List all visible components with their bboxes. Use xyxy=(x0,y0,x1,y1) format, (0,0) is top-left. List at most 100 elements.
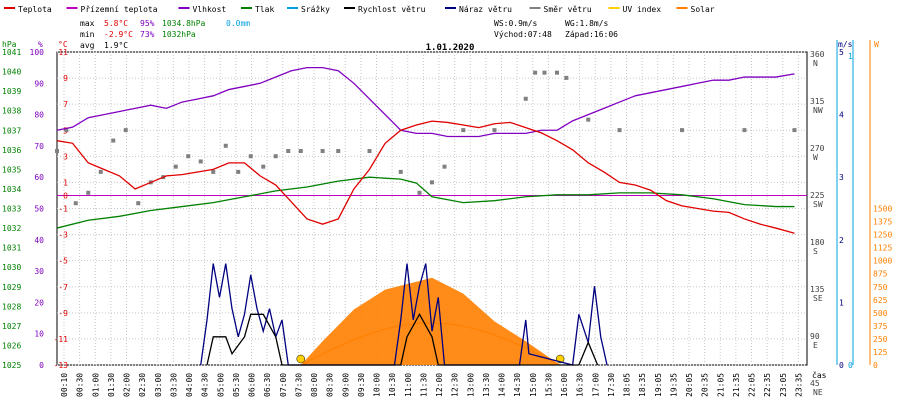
axis-title-hpa: hPa xyxy=(2,40,17,49)
temp-tick: 0 xyxy=(63,191,68,200)
x-tick-label: 08:30 xyxy=(326,373,335,397)
legend-swatch xyxy=(344,7,355,9)
wind-dir-point xyxy=(533,70,538,75)
wind-dir-point xyxy=(136,201,141,206)
x-tick-label: 11:30 xyxy=(419,373,428,397)
x-tick-label: 01:30 xyxy=(107,373,116,397)
x-tick-label: 21:05 xyxy=(716,373,725,397)
humidity-tick: 0 xyxy=(39,361,44,370)
x-tick-label: 23:05 xyxy=(779,373,788,397)
temp-tick: 7 xyxy=(63,100,68,109)
sunrise-marker xyxy=(296,354,305,364)
axis-title-degc: °C xyxy=(58,40,68,49)
dir-deg: 360 xyxy=(810,50,825,59)
humidity-tick: 20 xyxy=(34,298,44,307)
stat-avg-temp: 1.9°C xyxy=(104,41,128,50)
legend-label-0: Teplota xyxy=(18,5,52,14)
x-tick-label: 02:00 xyxy=(123,373,132,397)
stat-max-label: max xyxy=(80,19,95,28)
dir-deg: 90 xyxy=(810,332,820,341)
dir-letter: NE xyxy=(813,388,823,397)
legend-label-3: Tlak xyxy=(255,5,274,14)
stat-min-temp: -2.9°C xyxy=(104,30,133,39)
pressure-tick: 1039 xyxy=(2,87,21,96)
dir-letter: SE xyxy=(813,294,823,303)
legend-swatch xyxy=(529,7,541,9)
dir-deg: 270 xyxy=(810,144,825,153)
x-tick-label: 09:00 xyxy=(341,373,350,397)
x-tick-label: 15:30 xyxy=(544,373,553,397)
legend-label-1: Přízemní teplota xyxy=(81,5,158,14)
pressure-line xyxy=(56,176,795,229)
humidity-tick: 90 xyxy=(34,79,44,88)
temp-tick: -7 xyxy=(58,283,68,292)
temp-tick: 9 xyxy=(63,74,68,83)
ms-tick: 1 xyxy=(839,298,844,307)
solar-tick: 250 xyxy=(873,335,888,344)
pressure-tick: 1033 xyxy=(2,205,21,214)
wind-dir-point xyxy=(523,96,528,101)
solar-tick: 750 xyxy=(873,283,888,292)
wind-dir-point xyxy=(336,149,341,153)
x-tick-label: 18:05 xyxy=(623,373,632,397)
solar-tick: 500 xyxy=(873,309,888,318)
x-tick-label: 17:00 xyxy=(591,373,600,397)
solar-tick: 0 xyxy=(873,361,878,370)
legend-swatch xyxy=(287,7,298,9)
temp-tick: -3 xyxy=(58,231,68,240)
dir-letter: S xyxy=(813,247,818,256)
wind-dir-point xyxy=(173,164,178,169)
wind-dir-point xyxy=(680,128,684,133)
x-tick-label: 04:00 xyxy=(185,373,194,397)
wind-dir-point xyxy=(186,154,191,159)
dir-deg: 135 xyxy=(810,285,825,294)
x-tick-label: 06:00 xyxy=(248,373,257,397)
ms-tick: 5 xyxy=(839,48,844,57)
ms-tick: 3 xyxy=(839,173,844,182)
solar-tick: 875 xyxy=(873,270,888,279)
wind-dir-point xyxy=(98,169,103,174)
wind-dir-point xyxy=(564,75,569,80)
humidity-tick: 60 xyxy=(34,173,44,182)
dir-deg: 315 xyxy=(810,97,825,106)
stat-min-hum: 73% xyxy=(140,30,155,39)
wind-dir-point xyxy=(367,149,372,153)
dir-deg: 45 xyxy=(810,379,820,388)
info-ws: WS:0.9m/s xyxy=(494,19,538,28)
x-tick-label: 12:00 xyxy=(435,373,444,397)
x-tick-label: 08:00 xyxy=(310,373,319,397)
wind-dir-point xyxy=(236,169,241,174)
x-tick-label: 15:00 xyxy=(529,373,538,397)
wind-dir-point xyxy=(298,149,303,153)
pressure-tick: 1025 xyxy=(2,361,21,370)
dir-deg: 225 xyxy=(810,191,825,200)
x-tick-label: 12:30 xyxy=(451,373,460,397)
x-tick-label: 00:30 xyxy=(76,373,85,397)
wind-dir-point xyxy=(64,128,69,133)
x-tick-label: 07:30 xyxy=(294,373,303,397)
temp-tick: 1 xyxy=(63,178,68,187)
axis-title-ms: m/s xyxy=(838,40,853,49)
legend-swatch xyxy=(178,7,190,9)
wind-speed-line xyxy=(206,312,599,366)
humidity-tick: 50 xyxy=(34,205,44,214)
wind-dir-point xyxy=(320,149,325,153)
pressure-tick: 1035 xyxy=(2,165,21,174)
dir-letter: NW xyxy=(813,106,823,115)
pressure-tick: 1041 xyxy=(2,48,21,57)
wind-dir-point xyxy=(742,128,747,133)
dir-letter: W xyxy=(813,153,818,162)
stat-max-hum: 95% xyxy=(140,19,155,28)
wind-dir-point xyxy=(123,128,128,133)
pressure-tick: 1027 xyxy=(2,322,21,331)
wind-dir-point xyxy=(111,138,116,143)
pressure-tick: 1037 xyxy=(2,126,21,135)
x-tick-label: 09:30 xyxy=(357,373,366,397)
wind-dir-point xyxy=(273,154,278,159)
stat-min-label: min xyxy=(80,30,95,39)
legend-label-9: Solar xyxy=(691,5,715,14)
x-tick-label: 06:30 xyxy=(263,373,272,397)
stat-max-rain: 0.0mm xyxy=(226,19,250,28)
